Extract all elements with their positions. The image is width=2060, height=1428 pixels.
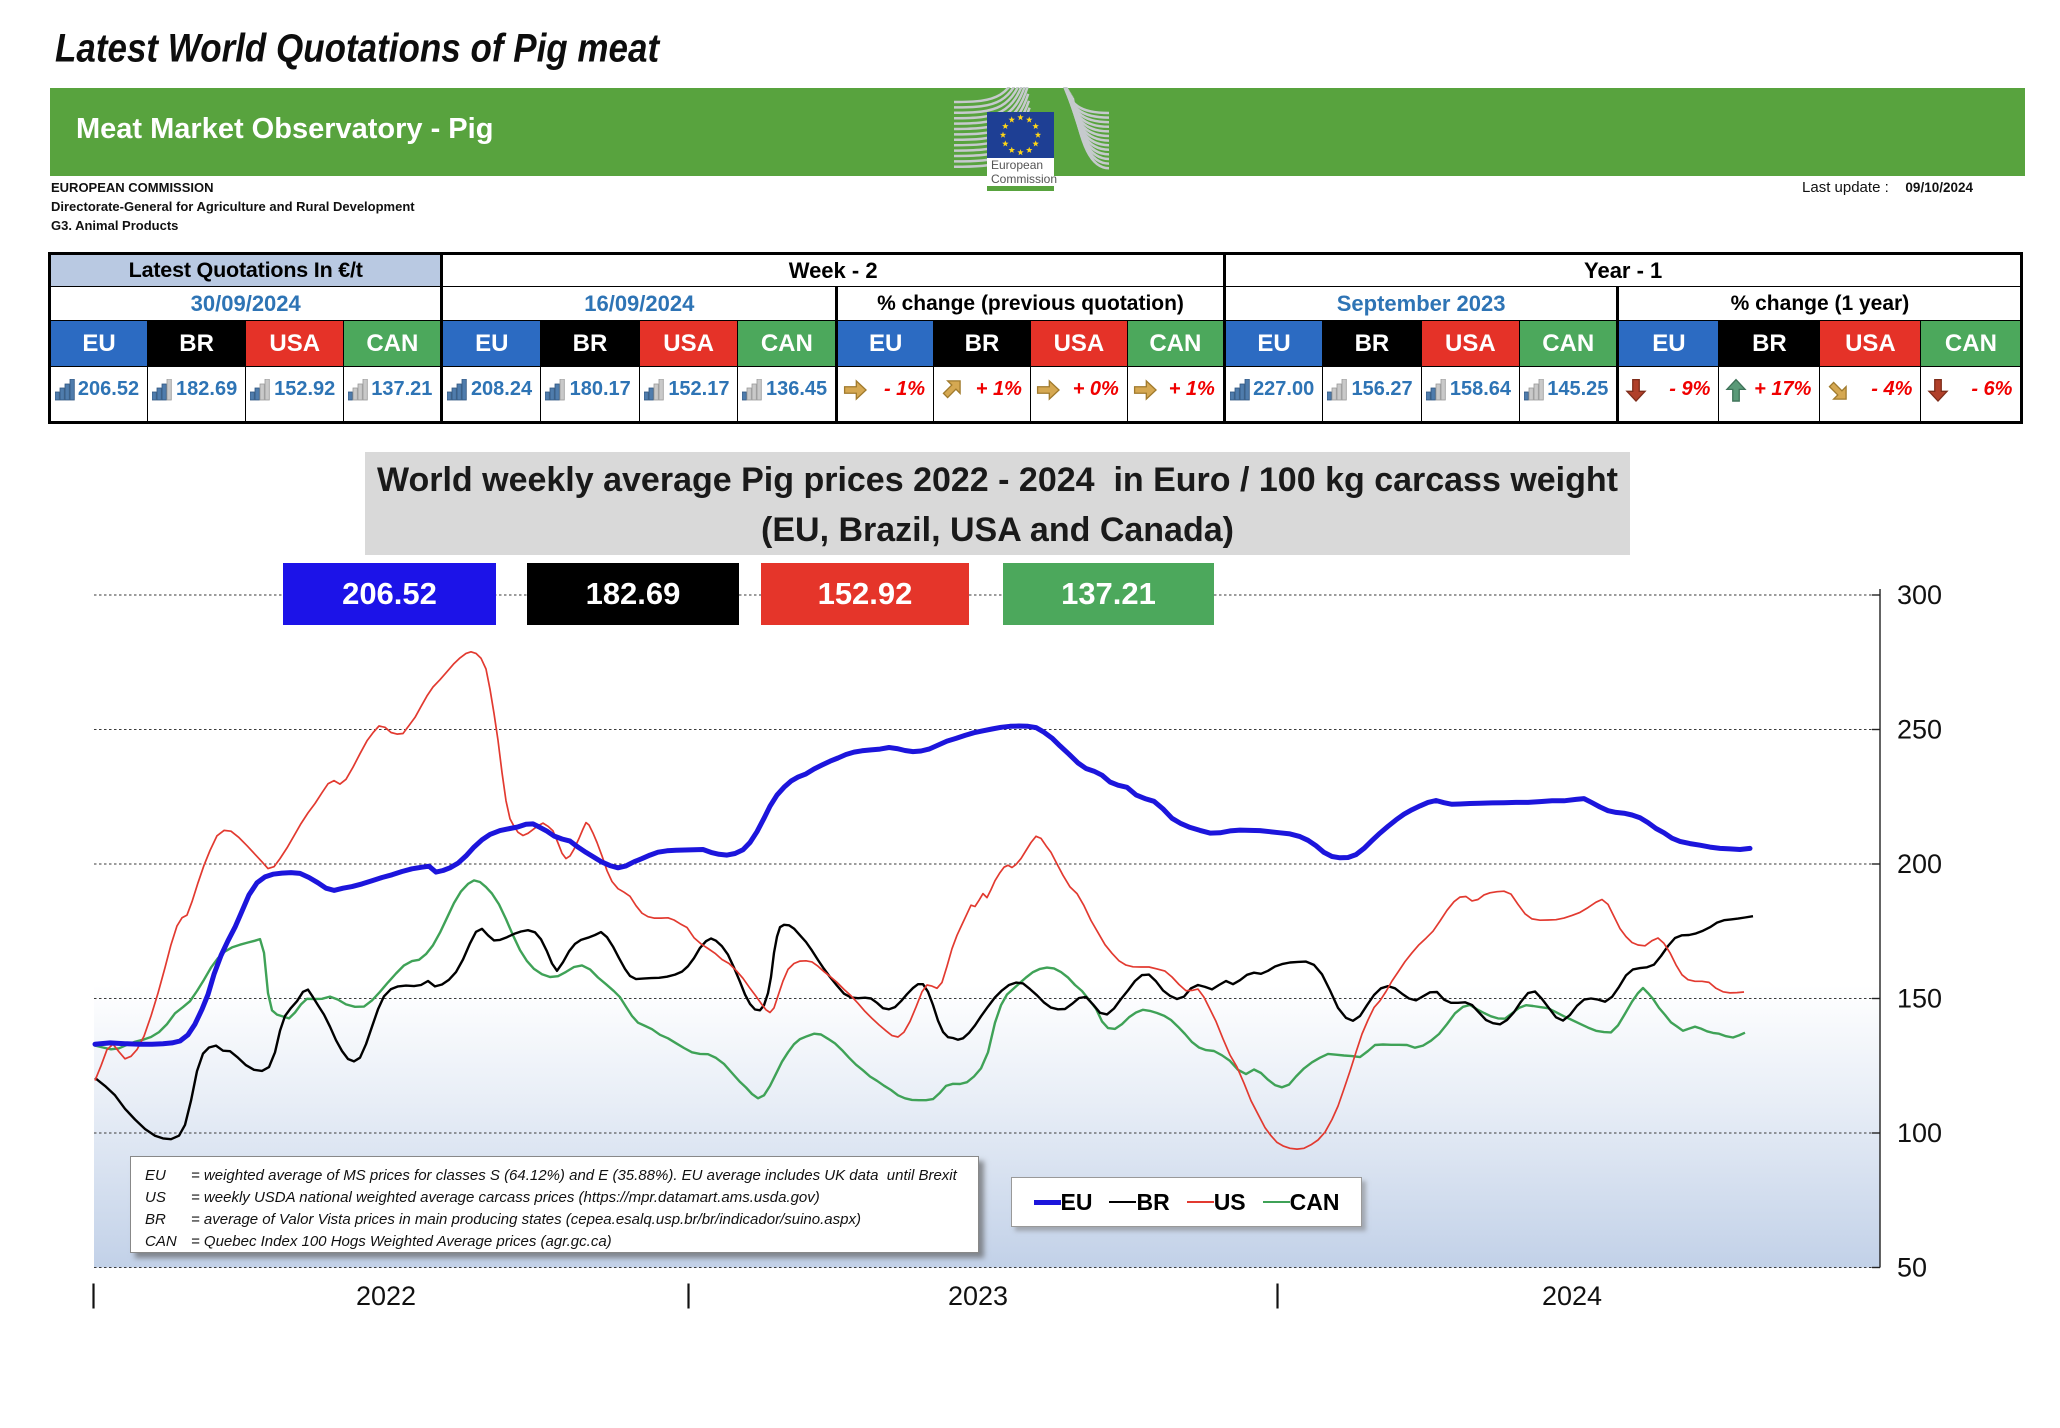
svg-text:2024: 2024 [1542, 1281, 1602, 1311]
svg-text:|: | [1274, 1279, 1281, 1309]
svg-text:50: 50 [1897, 1253, 1927, 1283]
svg-text:150: 150 [1897, 984, 1942, 1014]
svg-text:|: | [685, 1279, 692, 1309]
svg-text:200: 200 [1897, 849, 1942, 879]
svg-text:300: 300 [1897, 580, 1942, 610]
svg-text:European: European [991, 158, 1043, 172]
svg-text:Commission: Commission [991, 172, 1057, 186]
svg-text:|: | [90, 1279, 97, 1309]
svg-text:2023: 2023 [948, 1281, 1008, 1311]
svg-text:250: 250 [1897, 715, 1942, 745]
svg-text:100: 100 [1897, 1118, 1942, 1148]
svg-text:2022: 2022 [356, 1281, 416, 1311]
